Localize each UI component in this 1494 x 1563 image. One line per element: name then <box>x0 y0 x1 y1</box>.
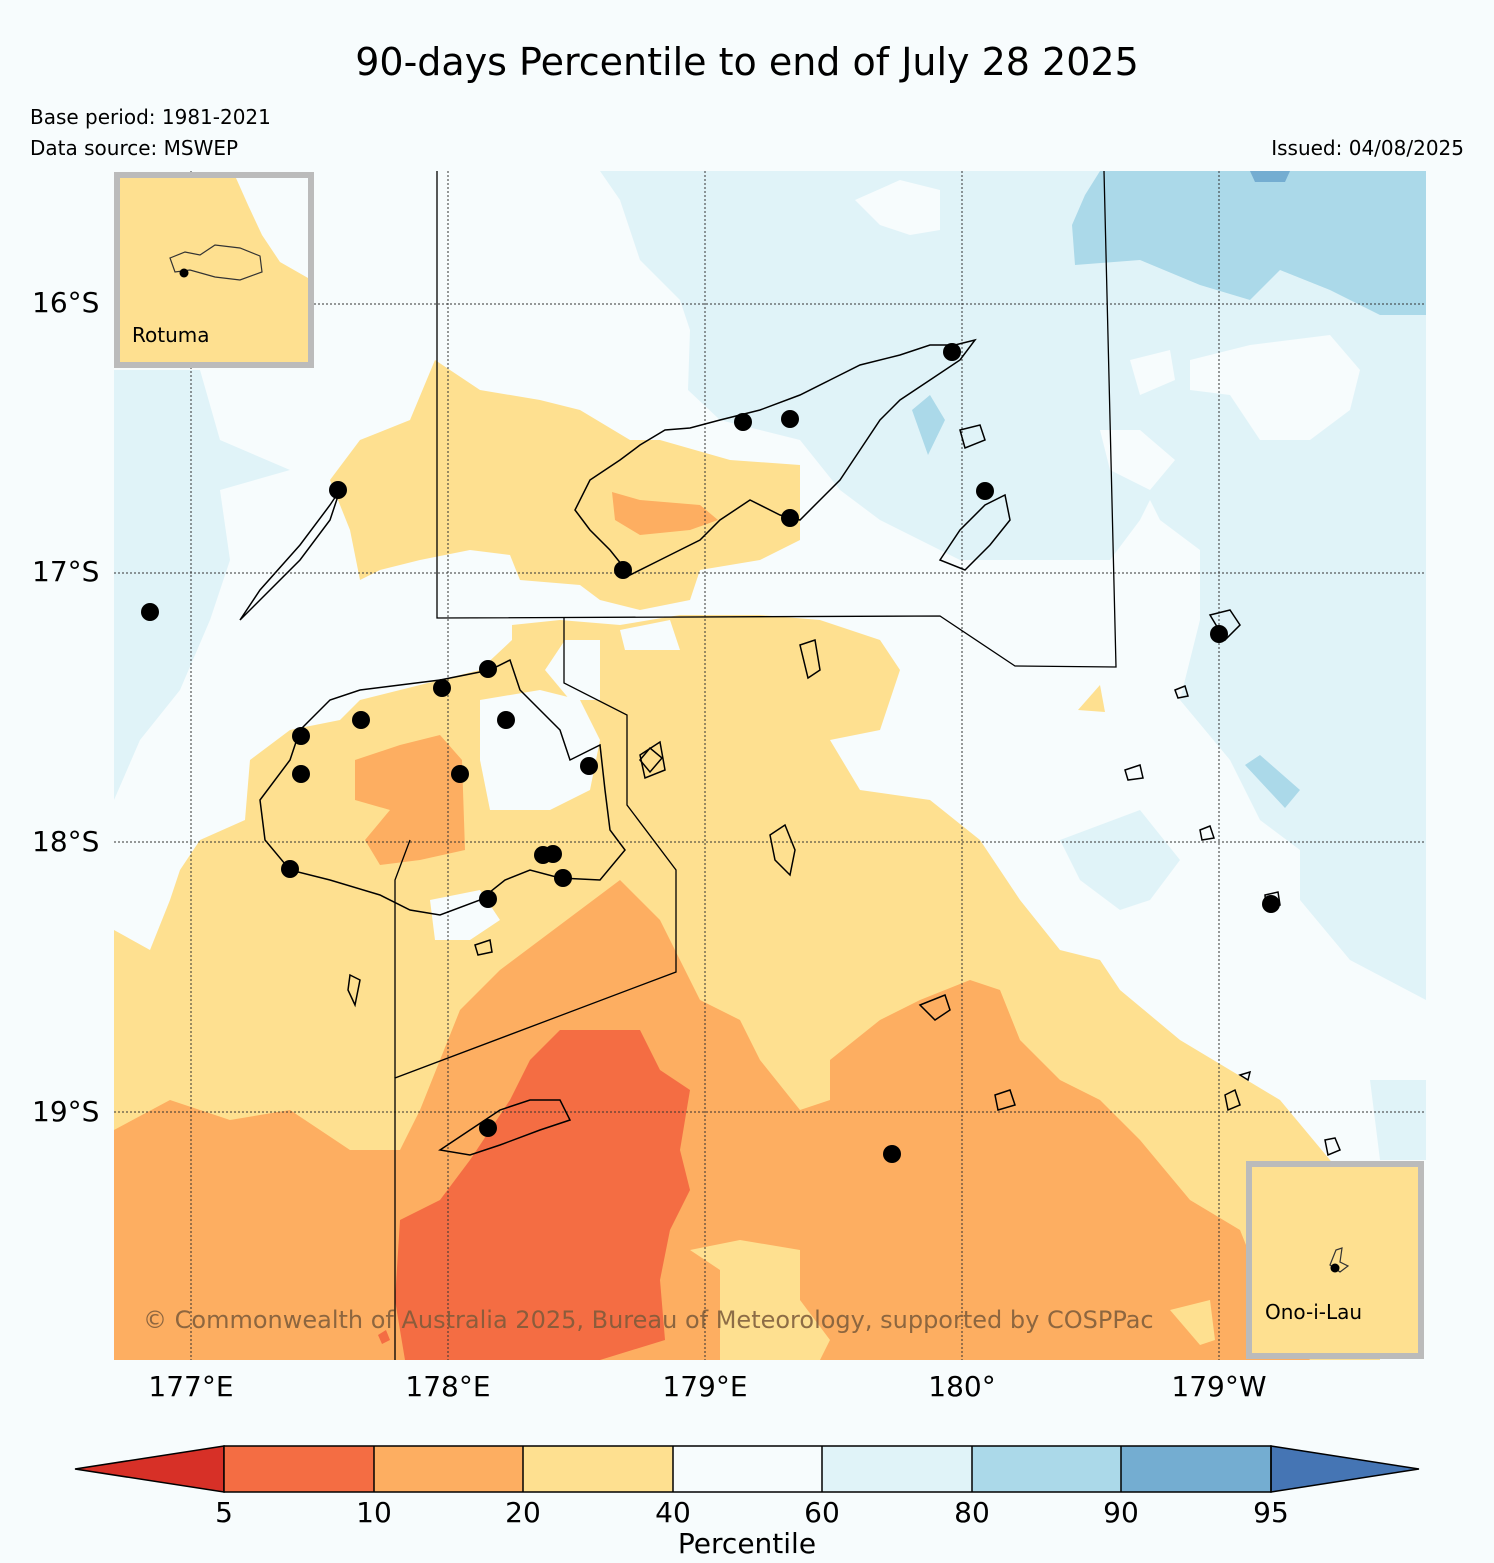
region-60-80-w <box>114 370 290 800</box>
inset-ono-i-lau <box>1246 1161 1424 1359</box>
map-title: 90-days Percentile to end of July 28 202… <box>355 40 1139 84</box>
data-source: Data source: MSWEP <box>30 136 239 160</box>
lat-label-16s: 16°S <box>32 286 100 319</box>
inset-label-ono-i-lau: Ono-i-Lau <box>1265 1300 1363 1324</box>
colorbar-tick: 10 <box>356 1496 392 1529</box>
region-80-90-b <box>1245 755 1300 808</box>
ovalau <box>639 746 664 774</box>
beqa <box>474 939 493 956</box>
island-outlines <box>239 338 1341 1157</box>
lon-label-178e: 178°E <box>405 1370 491 1403</box>
base-period: Base period: 1981-2021 <box>30 105 271 129</box>
region-90-95 <box>1250 171 1290 182</box>
region-40-60-hole-d <box>545 640 600 700</box>
region-5-10 <box>395 1030 690 1360</box>
stations <box>141 343 1280 1163</box>
region-10-20-b <box>612 492 718 535</box>
region-20-40-small <box>1078 685 1105 712</box>
moala <box>918 994 951 1021</box>
cicia <box>1199 825 1215 841</box>
lon-label-180: 180° <box>928 1370 996 1403</box>
graticule <box>114 171 1426 1360</box>
division-boundaries <box>394 171 1117 1360</box>
percentile-fill <box>114 171 1426 1360</box>
rabi <box>959 424 986 450</box>
region-40-60-patch-a <box>855 180 940 235</box>
ogea <box>1324 1137 1341 1157</box>
region-60-80-se <box>1060 810 1180 910</box>
fulaga <box>1224 1088 1241 1112</box>
vanua-levu <box>574 338 977 576</box>
region-40-60-hole-b <box>620 620 680 650</box>
copyright-notice: © Commonwealth of Australia 2025, Bureau… <box>143 1306 1154 1334</box>
colorbar <box>74 1445 1420 1493</box>
colorbar-tick: 80 <box>954 1496 990 1529</box>
region-20-40-inner <box>690 1240 830 1360</box>
nayau <box>1174 684 1189 699</box>
region-40-60-patch-d <box>1100 430 1175 490</box>
region-40-60-patch-b <box>1130 350 1175 395</box>
inset-label-rotuma: Rotuma <box>132 323 210 347</box>
lon-label-179e: 179°E <box>662 1370 748 1403</box>
kioa <box>1238 1070 1252 1082</box>
colorbar-tick: 5 <box>215 1496 233 1529</box>
lat-label-19s: 19°S <box>32 1095 100 1128</box>
colorbar-tick: 40 <box>655 1496 691 1529</box>
lakeba <box>1124 764 1144 781</box>
region-80-90-a <box>912 395 945 455</box>
lat-label-17s: 17°S <box>32 555 100 588</box>
region-60-80-ne <box>437 171 1426 1000</box>
nairai <box>639 740 666 780</box>
issued-date: Issued: 04/08/2025 <box>1271 136 1464 160</box>
lat-label-18s: 18°S <box>32 825 100 858</box>
region-5-10-dot <box>378 1330 390 1344</box>
colorbar-tick: 95 <box>1253 1496 1289 1529</box>
vatulele <box>347 973 361 1008</box>
region-10-20-a <box>355 735 465 865</box>
colorbar-tick: 20 <box>505 1496 541 1529</box>
viti-levu <box>259 658 626 916</box>
gau <box>769 823 796 877</box>
region-20-40-inner2 <box>1170 1300 1215 1345</box>
region-60-80-se2 <box>1370 1080 1426 1160</box>
colorbar-label: Percentile <box>677 1527 817 1560</box>
lon-label-177e: 177°E <box>148 1370 234 1403</box>
colorbar-tick: 90 <box>1103 1496 1139 1529</box>
totoya <box>994 1089 1016 1111</box>
lon-label-179w: 179°W <box>1171 1370 1267 1403</box>
koro <box>799 639 821 680</box>
colorbar-tick: 60 <box>804 1496 840 1529</box>
taveuni <box>938 493 1011 571</box>
region-40-60-hole-a <box>480 690 600 810</box>
region-40-60-patch-c <box>1190 335 1360 440</box>
region-80-90-ne <box>1072 171 1426 315</box>
inset-rotuma <box>114 172 314 368</box>
